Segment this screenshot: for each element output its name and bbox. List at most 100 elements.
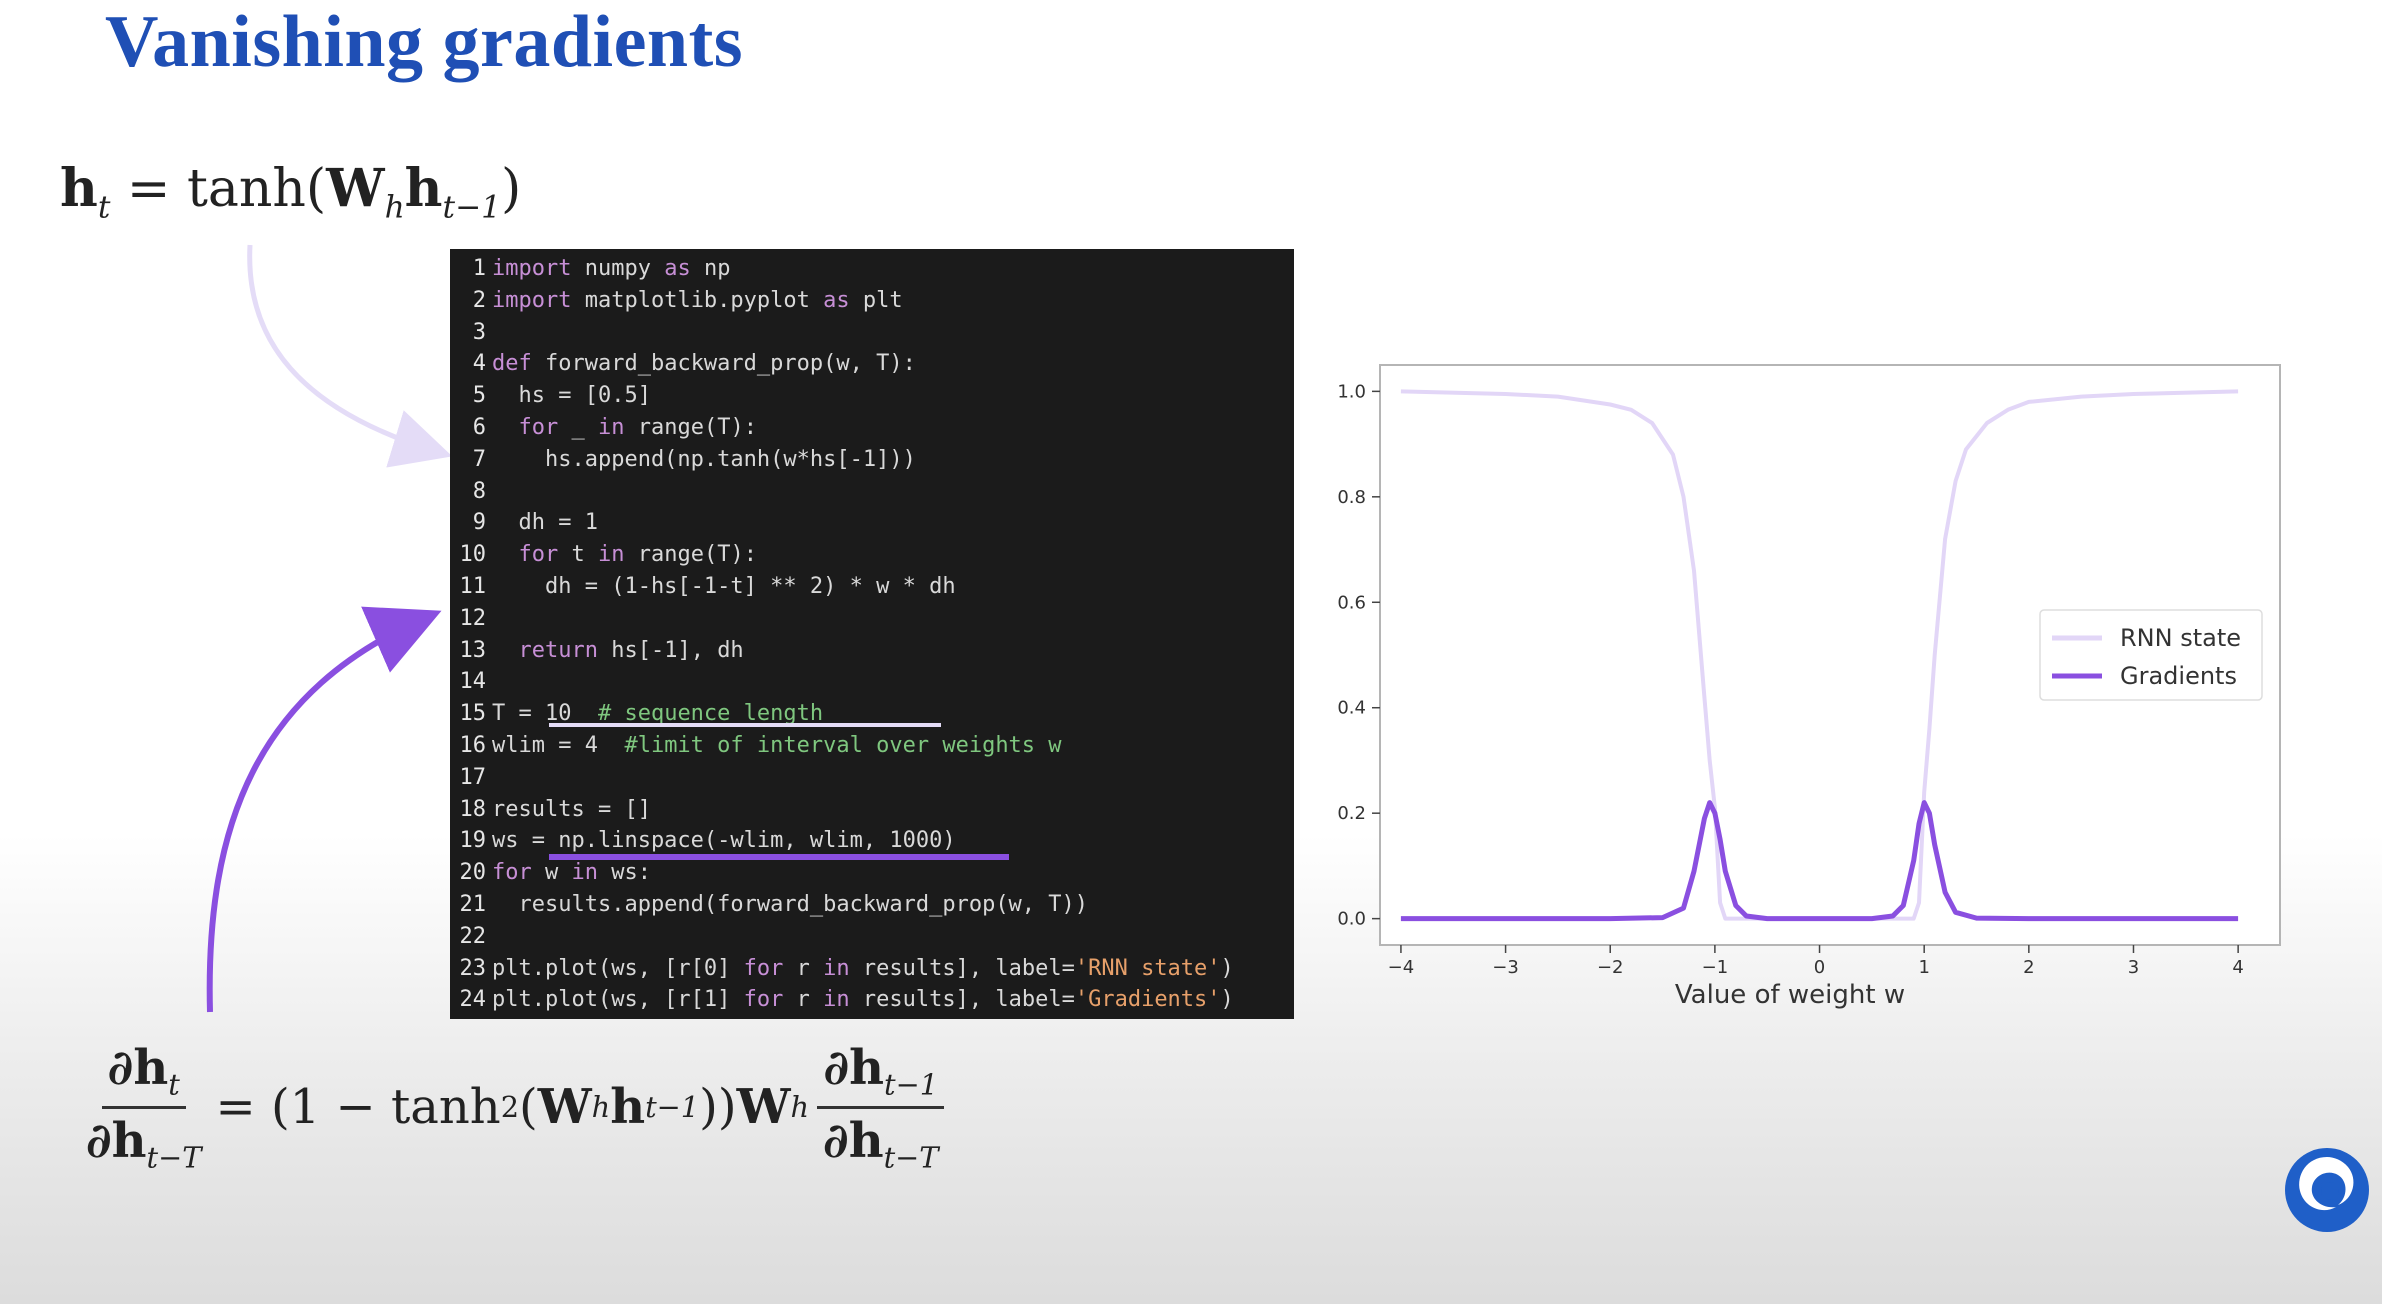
code-token: dh = 1 [492,510,598,536]
legend-label: Gradients [2120,662,2237,690]
x-tick-label: −4 [1388,957,1415,978]
code-token: def [492,351,532,377]
line-number: 24 [459,987,487,1013]
code-token: plt [849,287,903,313]
line-number: 6 [472,415,486,440]
code-line: 17 [450,762,492,794]
y-tick-label: 0.4 [1337,698,1366,719]
code-line: 21 results.append(forward_backward_prop(… [450,889,1089,921]
code-token: for [518,415,559,440]
code-token: for [492,860,532,886]
hidden-state-equation: ht = tanh(Whht−1) [60,158,522,226]
code-line: 16 wlim = 4 #limit of interval over weigh… [450,730,1062,762]
code-token: plt.plot(ws, [r[1] [492,987,744,1013]
code-token: numpy [571,256,665,281]
line-number: 13 [459,637,487,663]
code-line: 2 import matplotlib.pyplot as plt [450,285,903,317]
code-line: 3 [450,317,492,349]
line-number: 8 [472,478,486,504]
underline-forward [549,723,941,727]
line-number: 16 [459,733,487,758]
line-number: 10 [459,542,487,568]
underline-backward [549,854,1009,860]
code-token: hs[-1], dh [597,637,744,663]
line-number: 9 [472,510,486,536]
line-number: 18 [459,796,487,822]
code-token: results.append(forward_backward_prop(w, … [492,892,1089,917]
code-token: dh = (1-hs[-1-t] ** 2) * w * dh [492,574,956,599]
deepmind-logo-icon [2285,1148,2369,1232]
code-line: 9 dh = 1 [450,507,598,539]
code-token [492,542,519,567]
y-tick-label: 1.0 [1337,381,1366,402]
x-tick-label: 1 [1918,957,1929,978]
code-token: matplotlib.pyplot [571,287,824,313]
y-tick-label: 0.0 [1337,909,1366,930]
code-token: ws: [598,860,651,886]
x-tick-label: −2 [1597,957,1624,978]
code-line: 19 ws = np.linspace(-wlim, wlim, 1000) [450,825,956,857]
code-token: range(T): [624,542,757,568]
code-token: in [598,542,625,568]
code-line: 24 plt.plot(ws, [r[1] for r in results], … [450,984,1234,1016]
code-token: w [531,860,572,886]
x-tick-label: −3 [1492,957,1519,978]
line-number: 21 [459,892,487,917]
code-line: 22 [450,921,492,953]
code-token: for [518,542,559,568]
code-line: 8 [450,476,492,508]
line-number: 4 [472,351,486,377]
code-token: as [823,287,850,313]
x-axis-label: Value of weight w [1675,980,1905,1010]
code-line: 10 for t in range(T): [450,539,757,571]
line-number: 12 [459,605,487,631]
code-token: T = 10 [492,701,598,727]
slide-title: Vanishing gradients [105,1,744,83]
y-tick-label: 0.2 [1337,803,1366,824]
line-number: 7 [472,446,486,472]
code-line: 20 for w in ws: [450,857,651,889]
code-token: import [492,256,572,281]
code-token: 'Gradients' [1074,987,1221,1013]
line-number: 22 [459,923,487,949]
code-line: 14 [450,666,492,698]
fraction-rhs: ∂ht−1 ∂ht−T [817,1040,945,1174]
line-number: 23 [459,955,487,981]
line-number: 19 [459,828,487,854]
code-panel: 1 import numpy as np 2 import matplotlib.py… [450,249,1294,1019]
code-token: plt.plot(ws, [r[0] [492,955,744,981]
line-number: 3 [472,319,486,345]
code-line: 18 results = [] [450,794,651,826]
code-line: 1 import numpy as np [450,253,731,285]
code-token [492,638,519,663]
code-token: in [823,955,850,981]
code-token: as [664,256,691,281]
code-token: t [558,542,598,568]
y-tick-label: 0.6 [1337,592,1366,613]
fraction-lhs: ∂ht ∂ht−T [86,1040,202,1175]
code-token: results], label= [849,987,1075,1013]
line-number: 2 [472,287,486,313]
arrow-light [247,244,453,468]
arrow-dark [206,606,442,1013]
code-token: r [783,955,824,981]
code-token [492,415,519,440]
code-token: results], label= [849,955,1075,981]
code-token: r [783,987,824,1013]
code-token: in [823,987,850,1013]
code-token: ws = np.linspace(-wlim, wlim, 1000) [492,828,956,854]
code-token: wlim = 4 [492,733,625,758]
line-number: 14 [459,669,487,695]
code-token: forward_backward_prop(w, T): [531,351,916,377]
code-token: _ [558,415,598,440]
code-line: 7 hs.append(np.tanh(w*hs[-1])) [450,444,916,476]
line-number: 20 [459,860,487,886]
code-line: 13 return hs[-1], dh [450,635,744,667]
code-token: range(T): [624,415,757,440]
x-tick-label: −1 [1702,957,1729,978]
line-number: 11 [459,574,487,599]
code-token: import [492,287,572,313]
code-line: 6 for _ in range(T): [450,412,757,444]
line-number: 1 [472,256,486,281]
